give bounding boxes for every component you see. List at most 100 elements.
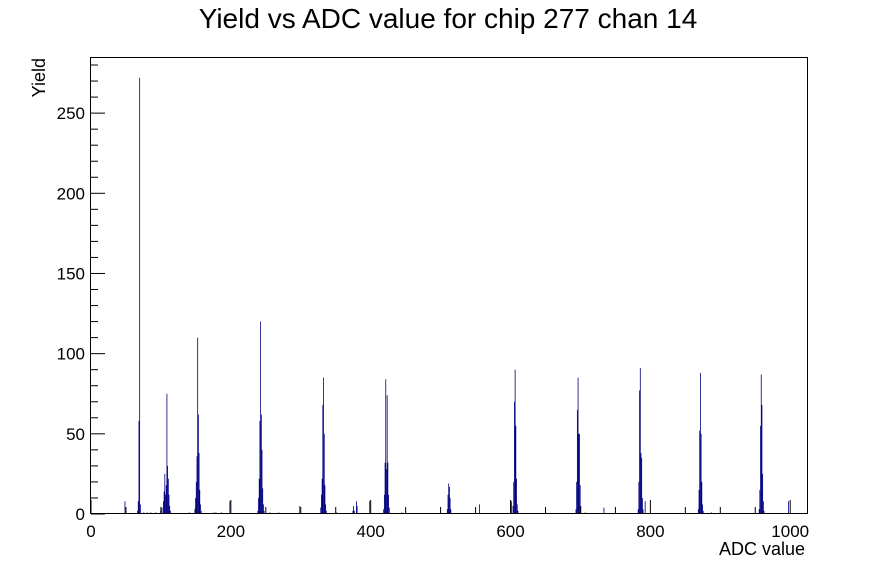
x-axis-label: ADC value [719,539,805,559]
plot-frame [90,57,808,514]
chart-title: Yield vs ADC value for chip 277 chan 14 [199,3,698,34]
histogram-bin [260,414,262,514]
histogram-bin [263,504,264,514]
histogram-bin [639,390,640,514]
histogram-bin [165,494,166,514]
histogram-bin [516,478,517,514]
histogram-bin [161,507,163,514]
histogram-bin [200,510,202,514]
histogram-bin [702,510,704,514]
histogram-bin [762,473,764,514]
histogram-bin [356,501,357,514]
histogram-bin [163,501,164,514]
histogram-bin [642,509,644,514]
histogram-bin [639,368,641,514]
histogram-bin [449,497,451,514]
histogram-bin [384,462,386,514]
histogram-bin [197,414,199,514]
histogram-bin [387,462,389,514]
x-tick-label: 200 [217,522,245,541]
histogram-bin [195,497,196,514]
histogram-bin [166,393,168,514]
histogram-bin [261,449,263,514]
histogram-bin [325,510,327,514]
histogram-bin [352,510,354,514]
histogram-bin [449,486,450,514]
histogram-bin [760,425,761,514]
histogram-bin [702,504,703,514]
x-tick-label: 1000 [771,522,809,541]
histogram-bin [479,504,480,514]
histogram-bin [323,377,324,514]
y-axis-label: Yield [29,58,49,97]
histogram-bin [197,337,199,514]
histogram-bin [169,505,171,514]
histogram-bin [386,395,388,514]
histogram-bin [167,478,169,514]
histogram-bin [513,481,515,514]
histogram-bin [576,409,578,514]
histogram-bin [386,469,387,514]
histogram-bin [167,465,169,514]
histogram-bin [322,404,324,514]
histogram-bin [511,501,513,514]
histogram-bin [263,510,265,514]
histogram-bin [324,485,326,514]
histogram-bin [514,369,516,514]
histogram-bin [700,433,702,514]
histogram-bin [447,494,449,514]
histogram-bin [321,494,322,514]
histogram-bin [262,488,264,514]
histogram-bin [760,374,762,514]
histogram-bin [512,505,514,514]
histogram-bin [788,501,789,514]
histogram-bin [697,509,699,514]
histogram-bin [640,453,642,514]
x-tick-label: 800 [636,522,664,541]
x-tick-label: 600 [496,522,524,541]
histogram-bin [323,433,325,514]
histogram-bin [579,485,581,514]
histogram-bin [320,507,322,514]
histogram-bin [761,404,763,514]
y-tick-label: 100 [57,345,85,364]
histogram-bin [758,509,760,514]
histogram-bin [195,481,197,514]
histogram-bin [137,510,138,514]
histogram-bin [138,421,140,514]
x-tick-label: 0 [86,522,95,541]
histogram-bin [603,507,605,514]
histogram-bin [124,501,126,514]
histogram-bin [575,509,577,514]
histogram-bin [514,401,515,514]
histogram-bin [194,509,196,514]
histogram-bin [762,501,764,514]
histogram-bin [299,505,301,514]
histogram-bin [641,457,643,514]
histogram-bin [388,507,390,514]
histogram-bin [763,510,765,514]
histogram-bin [353,505,355,514]
histogram-bin [168,494,170,514]
histogram-bin [448,483,450,514]
histogram-bin [385,379,387,514]
histogram-bin [260,321,262,514]
y-axis: 0 50 100 150 200 250 [57,64,105,524]
histogram-bin [576,481,578,514]
histogram-bin [200,504,201,514]
histogram-bin [170,510,171,514]
histogram-bin [578,433,580,514]
histogram-bin [139,504,141,514]
histogram-bin [644,501,646,514]
histogram-bin [196,456,198,514]
histogram-bin [198,453,200,514]
y-tick-label: 0 [76,505,85,524]
histogram-bin [383,494,385,514]
histogram-bin [516,504,518,514]
histogram-bin [579,433,580,514]
histogram-bin [163,491,165,514]
histogram-bin [446,509,448,514]
histogram-bin [229,501,231,514]
